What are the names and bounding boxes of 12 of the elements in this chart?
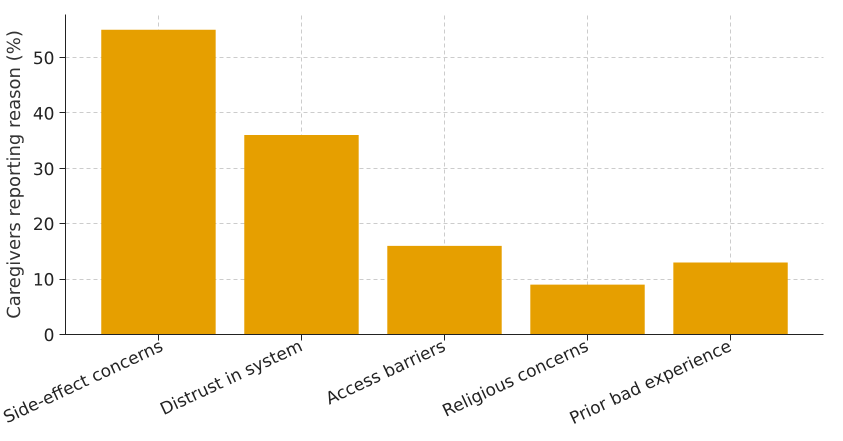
y-tick-label: 50 [32,48,55,69]
y-tick-label: 10 [32,270,55,291]
bar [244,135,359,334]
bar [530,284,645,334]
y-tick-label: 20 [32,215,55,236]
y-axis-title: Caregivers reporting reason (%) [4,30,25,319]
bar [101,30,216,334]
bar [387,246,502,334]
bar [673,262,788,334]
y-tick-label: 40 [32,104,55,124]
y-tick-label: 0 [44,326,55,346]
y-tick-label: 30 [32,160,55,180]
